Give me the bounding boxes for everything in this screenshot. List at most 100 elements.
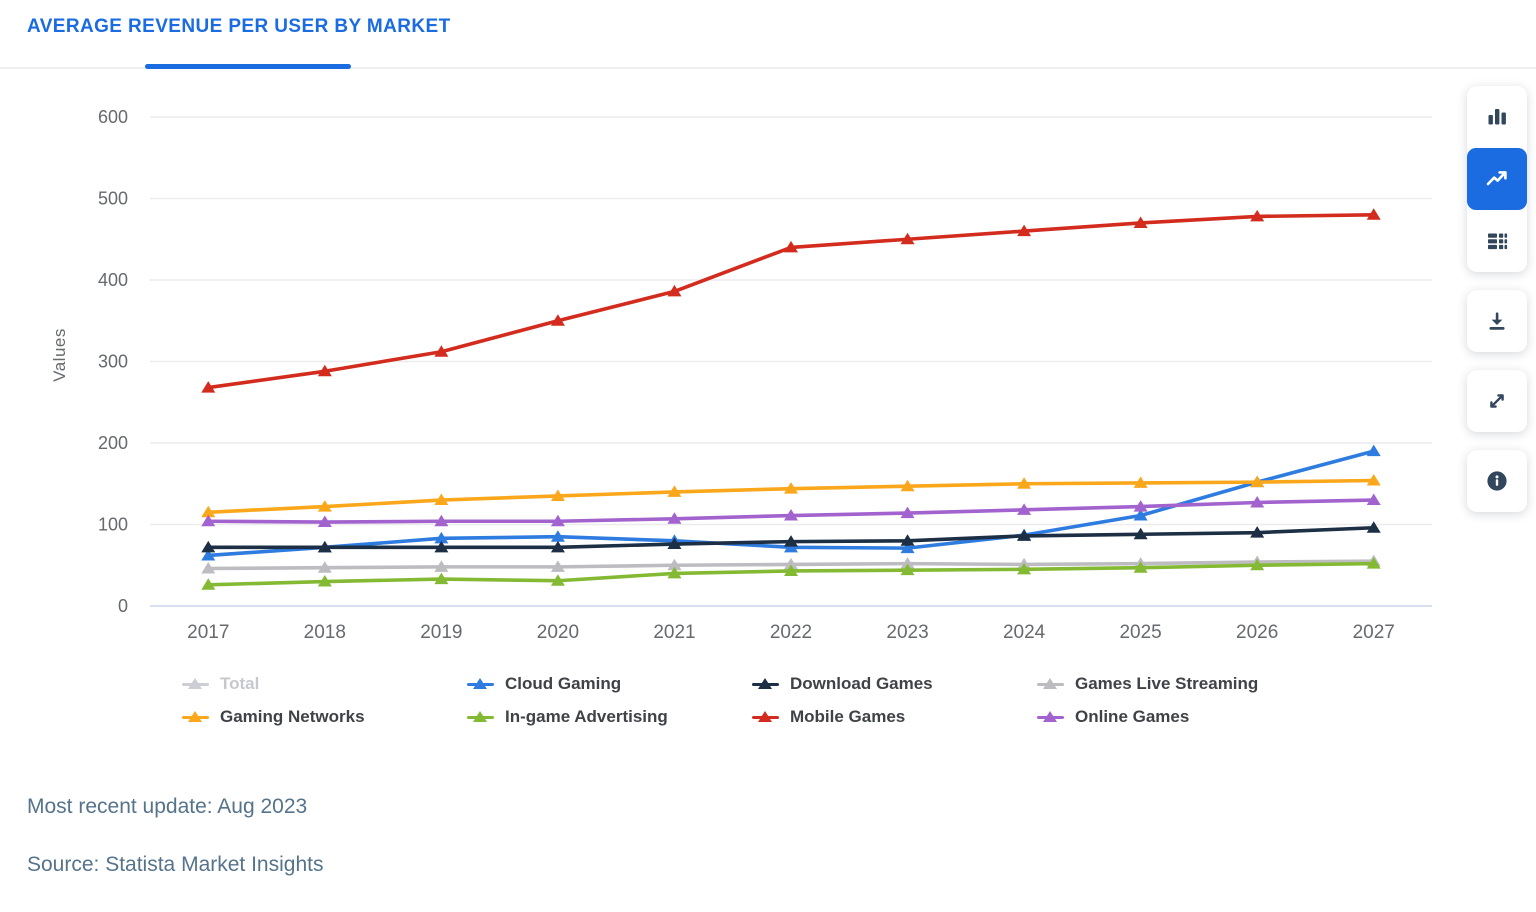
data-point-marker[interactable] xyxy=(784,557,798,570)
download-button[interactable] xyxy=(1467,290,1527,352)
data-point-marker[interactable] xyxy=(1366,473,1381,486)
data-point-marker[interactable] xyxy=(201,578,216,590)
data-point-marker[interactable] xyxy=(434,572,449,585)
data-point-marker[interactable] xyxy=(434,345,449,357)
x-axis-tick-label: 2022 xyxy=(770,622,812,643)
data-point-marker[interactable] xyxy=(1017,529,1032,541)
data-point-marker[interactable] xyxy=(550,574,565,586)
bar-chart-button[interactable] xyxy=(1467,86,1527,148)
line-chart-button[interactable] xyxy=(1467,148,1527,210)
table-view-button[interactable] xyxy=(1467,210,1527,272)
line-chart-icon xyxy=(1486,171,1507,186)
data-point-marker[interactable] xyxy=(667,284,682,297)
data-point-marker[interactable] xyxy=(900,232,915,245)
legend-item-mobile-games[interactable]: Mobile Games xyxy=(752,704,1037,730)
y-axis-tick-label: 600 xyxy=(98,107,128,127)
data-point-marker[interactable] xyxy=(550,560,565,572)
data-point-marker[interactable] xyxy=(1133,561,1148,573)
data-point-marker[interactable] xyxy=(784,240,798,253)
data-point-marker[interactable] xyxy=(784,509,798,521)
data-point-marker[interactable] xyxy=(434,560,449,572)
series-in-game-advertising[interactable] xyxy=(201,557,1381,590)
data-point-marker[interactable] xyxy=(434,514,449,527)
info-button[interactable] xyxy=(1467,450,1527,512)
data-point-marker[interactable] xyxy=(550,514,565,527)
x-axis-tick-label: 2024 xyxy=(1003,622,1046,643)
fullscreen-button[interactable] xyxy=(1467,370,1527,432)
legend-marker-icon xyxy=(752,711,779,723)
data-point-marker[interactable] xyxy=(1133,216,1148,228)
data-point-marker[interactable] xyxy=(900,541,915,554)
data-point-marker[interactable] xyxy=(201,505,216,518)
x-axis-tick-label: 2019 xyxy=(420,622,462,643)
data-point-marker[interactable] xyxy=(317,575,332,587)
data-point-marker[interactable] xyxy=(1133,509,1148,521)
series-mobile-games[interactable] xyxy=(201,208,1381,393)
gridlines xyxy=(150,116,1432,607)
data-point-marker[interactable] xyxy=(1250,209,1265,222)
data-point-marker[interactable] xyxy=(784,482,798,494)
data-point-marker[interactable] xyxy=(1366,521,1381,533)
data-point-marker[interactable] xyxy=(317,515,332,528)
legend-item-cloud-gaming[interactable]: Cloud Gaming xyxy=(467,671,752,697)
data-point-marker[interactable] xyxy=(900,534,915,546)
data-point-marker[interactable] xyxy=(317,561,332,573)
data-point-marker[interactable] xyxy=(1250,526,1265,538)
data-point-marker[interactable] xyxy=(900,479,915,492)
legend-marker-icon xyxy=(1037,678,1064,690)
legend-item-online-games[interactable]: Online Games xyxy=(1037,704,1322,730)
data-point-marker[interactable] xyxy=(900,506,915,519)
data-point-marker[interactable] xyxy=(1017,477,1032,489)
series-online-games[interactable] xyxy=(201,493,1381,528)
data-point-marker[interactable] xyxy=(550,540,565,553)
fullscreen-icon xyxy=(1490,394,1504,408)
data-point-marker[interactable] xyxy=(1017,224,1032,237)
data-point-marker[interactable] xyxy=(1250,495,1265,508)
data-point-marker[interactable] xyxy=(317,540,332,553)
data-point-marker[interactable] xyxy=(667,512,682,524)
x-axis-tick-label: 2018 xyxy=(304,622,346,643)
data-point-marker[interactable] xyxy=(667,485,682,497)
legend-item-games-live-streaming[interactable]: Games Live Streaming xyxy=(1037,671,1322,697)
line-chart-svg: 0 100 200 300 400 500 600 Values 2017 2018 2019 202… xyxy=(50,107,1432,643)
data-point-marker[interactable] xyxy=(550,489,565,501)
series-gaming-networks[interactable] xyxy=(201,473,1381,518)
legend-item-in-game-advertising[interactable]: In-game Advertising xyxy=(467,704,752,730)
data-point-marker[interactable] xyxy=(201,548,216,561)
legend-item-gaming-networks[interactable]: Gaming Networks xyxy=(182,704,467,730)
data-point-marker[interactable] xyxy=(900,563,915,576)
data-point-marker[interactable] xyxy=(434,493,449,506)
data-point-marker[interactable] xyxy=(1366,493,1381,506)
data-point-marker[interactable] xyxy=(201,514,216,527)
legend-item-total[interactable]: Total xyxy=(182,671,467,697)
data-point-marker[interactable] xyxy=(201,381,216,393)
data-point-marker[interactable] xyxy=(550,314,565,326)
data-point-marker[interactable] xyxy=(201,562,216,574)
data-point-marker[interactable] xyxy=(667,558,682,571)
data-point-marker[interactable] xyxy=(784,564,798,576)
data-point-marker[interactable] xyxy=(1366,557,1381,569)
data-point-marker[interactable] xyxy=(1133,500,1148,512)
legend-item-download-games[interactable]: Download Games xyxy=(752,671,1037,697)
data-point-marker[interactable] xyxy=(317,364,332,377)
legend-marker-icon xyxy=(467,711,494,723)
data-point-marker[interactable] xyxy=(434,531,449,544)
data-point-marker[interactable] xyxy=(550,530,565,542)
data-point-marker[interactable] xyxy=(434,540,449,553)
data-point-marker[interactable] xyxy=(1366,208,1381,220)
data-point-marker[interactable] xyxy=(201,540,216,553)
data-point-marker[interactable] xyxy=(667,537,682,550)
data-point-marker[interactable] xyxy=(317,500,332,512)
data-point-marker[interactable] xyxy=(1133,476,1148,488)
data-point-marker[interactable] xyxy=(1017,503,1032,515)
data-point-marker[interactable] xyxy=(784,535,798,547)
data-point-marker[interactable] xyxy=(1250,475,1265,488)
data-point-marker[interactable] xyxy=(667,566,682,579)
data-point-marker[interactable] xyxy=(900,557,915,569)
data-point-marker[interactable] xyxy=(1366,444,1381,457)
data-point-marker[interactable] xyxy=(1017,562,1032,575)
data-point-marker[interactable] xyxy=(1250,558,1265,571)
data-point-marker[interactable] xyxy=(1133,527,1148,540)
series-download-games[interactable] xyxy=(201,521,1381,553)
